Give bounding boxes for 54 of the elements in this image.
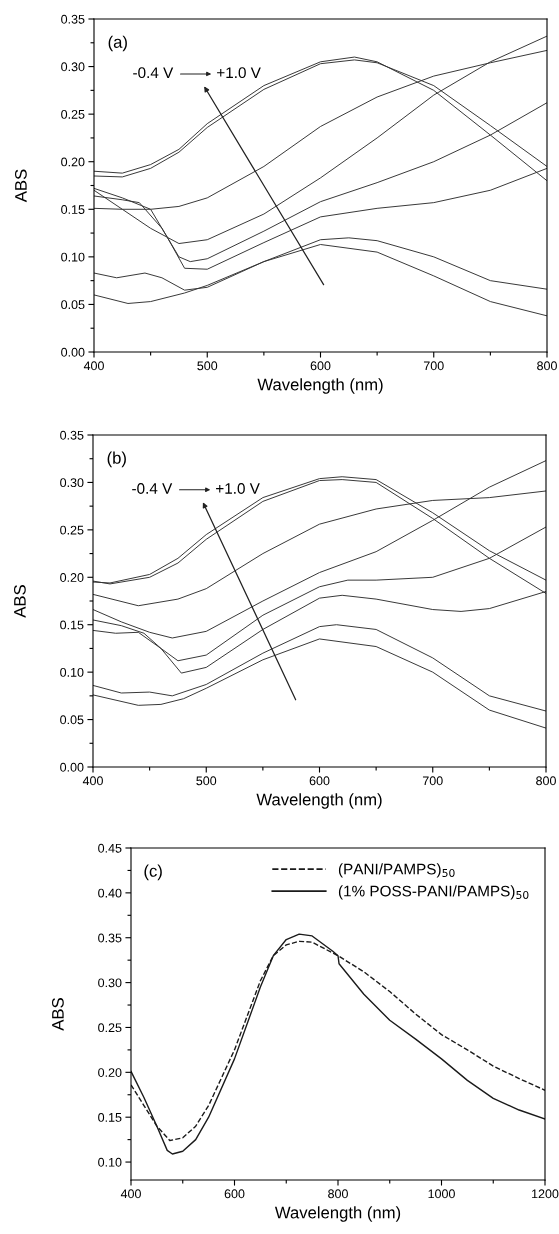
y-tick-label: 0.30 bbox=[61, 62, 85, 72]
y-tick-label: 0.40 bbox=[98, 888, 122, 898]
y-tick-label: 0.15 bbox=[60, 620, 84, 630]
y-tick-label: 0.10 bbox=[60, 667, 84, 677]
y-tick-label: 0.25 bbox=[98, 1023, 122, 1033]
y-tick-label: 0.10 bbox=[98, 1157, 122, 1167]
x-axis-title: Wavelength (nm) bbox=[256, 793, 382, 809]
y-tick-label: 0.05 bbox=[60, 715, 84, 725]
x-axis-title: Wavelength (nm) bbox=[274, 1206, 401, 1222]
y-tick-label: 0.30 bbox=[60, 478, 84, 488]
x-tick-label: 800 bbox=[537, 361, 557, 371]
x-tick-label: 800 bbox=[536, 776, 556, 786]
y-axis-title: ABS bbox=[14, 169, 27, 203]
y-tick-label: 0.35 bbox=[61, 14, 85, 24]
annotation: +1.0 V bbox=[216, 483, 260, 494]
y-tick-label: 0.25 bbox=[60, 525, 84, 535]
x-tick-label: 700 bbox=[422, 776, 443, 786]
y-tick-label: 0.20 bbox=[98, 1068, 122, 1077]
x-tick-label: 1000 bbox=[428, 1189, 455, 1199]
y-tick-label: 0.05 bbox=[61, 300, 85, 310]
y-tick-label: 0.35 bbox=[98, 933, 122, 943]
y-axis-title: ABS bbox=[13, 585, 26, 618]
x-tick-label: 1200 bbox=[532, 1189, 559, 1199]
annotation: (b) bbox=[107, 451, 126, 468]
y-tick-label: 0.30 bbox=[98, 978, 122, 988]
y-tick-label: 0.20 bbox=[61, 157, 85, 167]
y-tick-label: 0.15 bbox=[98, 1112, 122, 1122]
annotation: (a) bbox=[108, 35, 127, 52]
annotation: (c) bbox=[144, 864, 162, 881]
y-tick-label: 0.25 bbox=[61, 109, 85, 119]
x-tick-label: 400 bbox=[120, 1189, 141, 1199]
x-tick-label: 500 bbox=[197, 361, 218, 371]
y-tick-label: 0.10 bbox=[61, 252, 85, 262]
y-tick-label: 0.20 bbox=[60, 573, 84, 582]
annotation: -0.4 V bbox=[132, 483, 173, 494]
legend-label: (PANI/PAMPS)$_{50}$ bbox=[338, 863, 455, 878]
annotation: +1.0 V bbox=[217, 67, 261, 79]
x-tick-label: 800 bbox=[328, 1189, 348, 1199]
annotation: -0.4 V bbox=[133, 67, 174, 79]
y-axis-title: ABS bbox=[51, 998, 64, 1031]
x-tick-label: 700 bbox=[423, 361, 444, 371]
y-tick-label: 0.35 bbox=[60, 430, 84, 440]
x-tick-label: 400 bbox=[83, 361, 104, 371]
x-tick-label: 600 bbox=[224, 1189, 245, 1199]
x-axis-title: Wavelength (nm) bbox=[257, 378, 383, 394]
y-tick-label: 0.15 bbox=[61, 205, 85, 214]
legend-label: (1% POSS-PANI/PAMPS)$_{50}$ bbox=[338, 885, 529, 900]
x-tick-label: 400 bbox=[82, 776, 103, 786]
y-tick-label: 0.00 bbox=[61, 347, 85, 357]
x-tick-label: 600 bbox=[309, 776, 330, 786]
y-tick-label: 0.00 bbox=[60, 762, 84, 772]
x-tick-label: 600 bbox=[310, 361, 331, 371]
y-tick-label: 0.45 bbox=[98, 843, 122, 853]
x-tick-label: 500 bbox=[196, 776, 217, 786]
